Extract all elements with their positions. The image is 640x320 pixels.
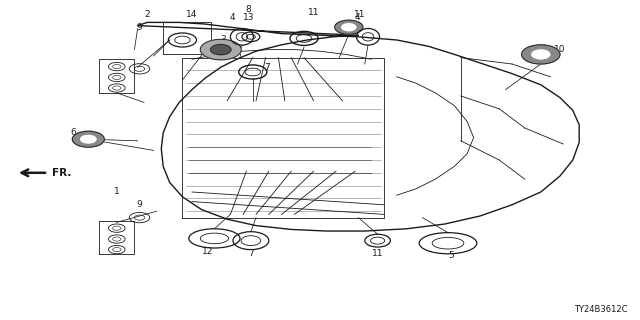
Text: FR.: FR.	[52, 168, 72, 178]
Text: 9: 9	[137, 23, 142, 32]
Text: 5: 5	[449, 252, 454, 260]
Circle shape	[532, 50, 550, 59]
Text: 2: 2	[145, 10, 150, 19]
Text: 1: 1	[115, 188, 120, 196]
Text: 9: 9	[137, 200, 142, 209]
Text: 11: 11	[372, 249, 383, 258]
Circle shape	[72, 131, 104, 147]
Text: 14: 14	[186, 10, 198, 19]
Text: 7: 7	[248, 249, 253, 258]
Circle shape	[342, 24, 356, 31]
Circle shape	[335, 20, 363, 34]
Text: 11: 11	[354, 10, 365, 19]
Text: 12: 12	[202, 247, 214, 256]
Text: 11: 11	[308, 8, 319, 17]
Text: 4: 4	[355, 13, 360, 22]
Text: 6: 6	[71, 128, 76, 137]
Circle shape	[522, 45, 560, 64]
Text: 10: 10	[554, 45, 566, 54]
Text: TY24B3612C: TY24B3612C	[573, 305, 627, 314]
Text: 13: 13	[243, 13, 254, 22]
Text: 7: 7	[265, 63, 270, 72]
Text: 4: 4	[230, 13, 235, 22]
Circle shape	[211, 44, 231, 55]
Circle shape	[200, 39, 241, 60]
Text: 8: 8	[246, 5, 251, 14]
Circle shape	[81, 135, 96, 143]
Text: 3: 3	[220, 35, 225, 44]
